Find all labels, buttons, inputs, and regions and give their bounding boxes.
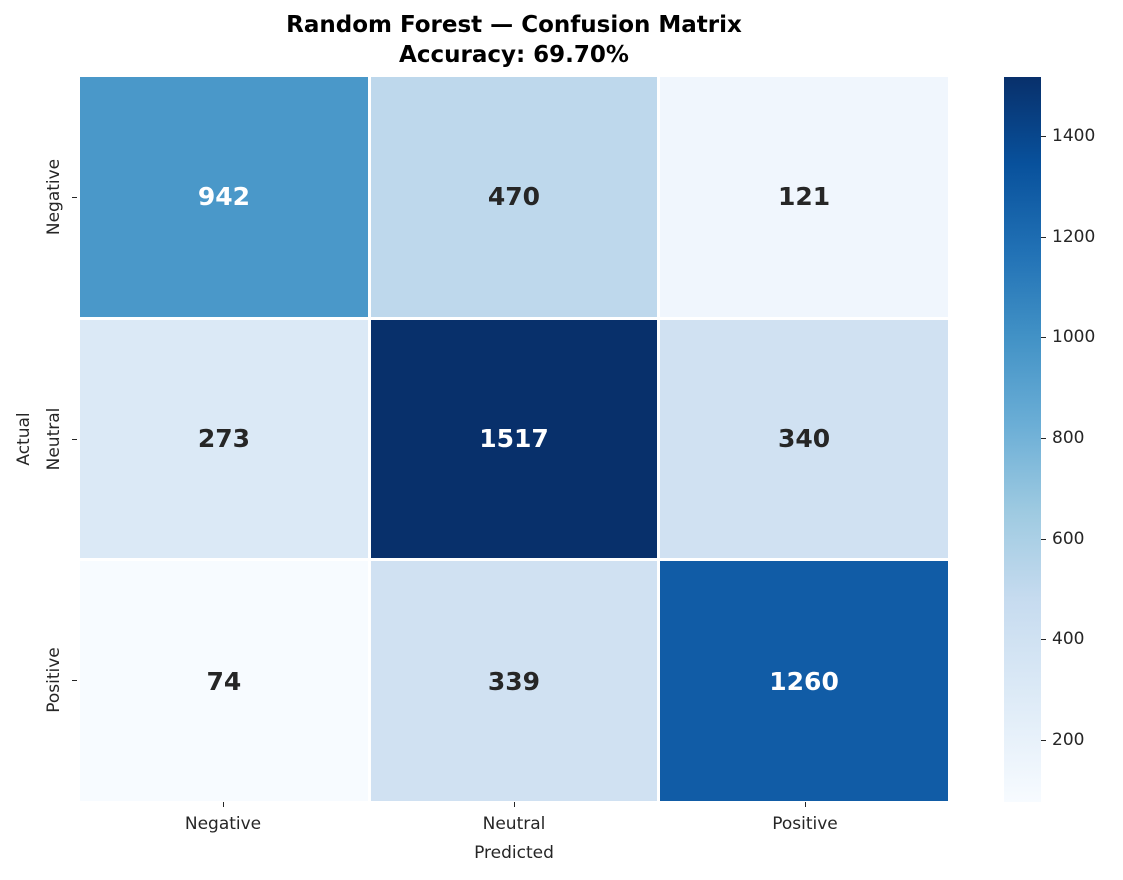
chart-title-line1: Random Forest — Confusion Matrix: [286, 12, 742, 38]
colorbar-tick-label: 1400: [1052, 126, 1096, 146]
ytick-label-negative: Negative: [44, 158, 64, 236]
ytick-label-positive: Positive: [44, 647, 64, 713]
matrix-cell: 942: [80, 77, 368, 317]
xtick-mark: [514, 802, 515, 807]
ytick-mark: [72, 439, 77, 440]
xtick-label-negative: Negative: [184, 814, 262, 834]
xtick-mark: [223, 802, 224, 807]
colorbar-tick-mark: [1041, 438, 1046, 439]
x-axis-label: Predicted: [474, 843, 554, 863]
colorbar-tick-mark: [1041, 236, 1046, 238]
colorbar-tick-label: 1200: [1052, 226, 1096, 247]
ytick-label-neutral: Neutral: [44, 407, 64, 471]
colorbar-tick-mark: [1041, 136, 1046, 137]
matrix-cell: 74: [80, 561, 368, 801]
colorbar-tick-label: 800: [1052, 428, 1085, 448]
matrix-cell: 340: [660, 319, 948, 559]
confusion-matrix-heatmap: 942 470 121 273 1517 340 74 339 1260: [80, 77, 948, 801]
colorbar-tick-label: 200: [1052, 730, 1085, 750]
colorbar-tick-mark: [1041, 538, 1046, 540]
y-axis-label: Actual: [14, 412, 34, 466]
chart-title: Random Forest — Confusion Matrix Accurac…: [80, 10, 948, 70]
xtick-mark: [805, 802, 806, 807]
xtick-label-neutral: Neutral: [482, 814, 546, 834]
colorbar-tick-mark: [1041, 639, 1046, 641]
matrix-cell: 339: [370, 561, 658, 801]
colorbar-tick-label: 1000: [1052, 327, 1096, 348]
colorbar-tick-label: 400: [1052, 629, 1085, 650]
ytick-mark: [72, 197, 77, 198]
matrix-cell: 273: [80, 319, 368, 559]
chart-subtitle-accuracy: Accuracy: 69.70%: [399, 42, 629, 68]
matrix-cell: 470: [370, 77, 658, 317]
xtick-label-positive: Positive: [772, 814, 838, 834]
matrix-cell: 121: [660, 77, 948, 317]
matrix-cell: 1260: [660, 561, 948, 801]
matrix-cell: 1517: [370, 319, 658, 559]
colorbar-tick-label: 600: [1052, 528, 1085, 549]
colorbar-tick-mark: [1041, 740, 1046, 741]
colorbar-tick-mark: [1041, 337, 1046, 339]
colorbar: [1004, 77, 1041, 802]
ytick-mark: [72, 680, 77, 681]
